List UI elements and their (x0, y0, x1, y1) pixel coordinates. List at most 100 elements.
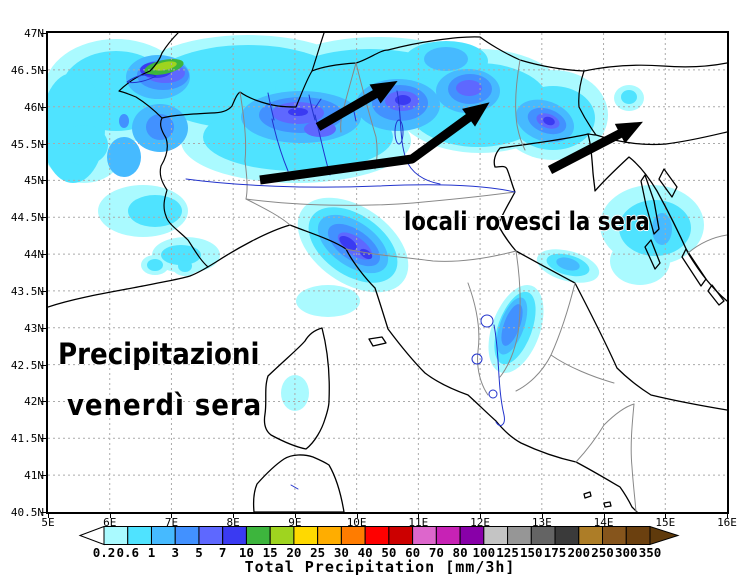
island-pag (681, 248, 707, 287)
lon-tick (294, 514, 296, 518)
lat-tick (41, 143, 46, 145)
colorbar-cell (483, 526, 509, 545)
lat-label: 44.5N (10, 211, 44, 225)
precip-blob-1 (652, 213, 672, 245)
lat-label: 44N (24, 248, 44, 262)
lat-label: 45N (24, 174, 44, 188)
precip-blob-0.6 (60, 125, 108, 165)
map-canvas (48, 33, 727, 512)
colorbar-cell (174, 526, 200, 545)
lake-geneva (126, 74, 157, 84)
precip-blob-7 (395, 95, 411, 105)
precip-blob-1 (424, 47, 468, 71)
colorbar-cell (150, 526, 176, 545)
lat-label: 41N (24, 469, 44, 483)
lon-label: 13E (531, 516, 552, 529)
precip-blob-0.2 (296, 285, 360, 317)
island-losinj (644, 239, 661, 270)
lon-tick (109, 514, 111, 518)
island-corsica (263, 327, 330, 450)
colorbar-value: 300 (615, 545, 638, 560)
colorbar-cell (222, 526, 247, 545)
precip-blob-0.6 (621, 90, 637, 104)
lat-label: 40.5N (10, 506, 44, 519)
colorbar-cell (578, 526, 604, 545)
colorbar-value: 40 (358, 545, 373, 560)
colorbar-value: 350 (639, 545, 662, 560)
border-austria-slovenia (583, 62, 727, 72)
lon-tick (356, 514, 358, 518)
colorbar-value: 50 (381, 545, 396, 560)
island-cres (640, 174, 660, 235)
lat-tick (41, 512, 46, 513)
lon-tick (480, 514, 482, 518)
regional-borders (239, 59, 727, 512)
colorbar-cell (530, 526, 556, 545)
colorbar-cell (602, 526, 627, 545)
colorbar-cell (435, 526, 461, 545)
colorbar-title: Total Precipitation [mm/3h] (244, 558, 516, 576)
border-austria-italy (387, 36, 585, 72)
colorbar-cell (317, 526, 342, 545)
lat-label: 43.5N (10, 284, 44, 298)
precip-blob-5 (456, 80, 482, 96)
precip-blob-15 (153, 61, 177, 71)
colorbar-cell (625, 526, 651, 545)
lat-label: 42N (24, 395, 44, 409)
colorbar-value: 1 (148, 545, 156, 560)
colorbar-cell (507, 526, 532, 545)
annotation-arrows (259, 80, 643, 185)
colorbar-value: 150 (520, 545, 543, 560)
lat-label: 46.5N (10, 63, 44, 77)
trend-arrow (547, 126, 630, 174)
colorbar-cell (412, 526, 437, 545)
lon-label: 9E (288, 516, 302, 529)
trend-arrow-head (462, 102, 490, 127)
colorbar-cell (364, 526, 390, 545)
lake-bolsena (471, 353, 483, 365)
lat-label: 43N (24, 321, 44, 335)
colorbar-cell (245, 526, 271, 545)
precip-blob-1 (107, 137, 141, 177)
colorbar-value: 7 (219, 545, 227, 560)
lake-trasimeno (480, 314, 494, 328)
colorbar-cell (127, 526, 152, 545)
island-small-adriatic (707, 284, 725, 306)
colorbar-value: 10 (239, 545, 254, 560)
lake-maggiore (267, 92, 275, 121)
map-caption: Precipitazioni venerdì sera (58, 329, 262, 431)
lon-label: 14E (593, 516, 614, 529)
precipitation-colorbar: 0.2 0.6 1 3 5 7 10 15 20 25 30 40 50 60 70 80 100 125 150 1… (78, 525, 680, 560)
trend-arrow-head (369, 80, 398, 104)
lat-tick (41, 475, 46, 477)
border-france-italy (159, 117, 209, 268)
colorbar-value: 0.6 (116, 545, 139, 560)
caption-line-1: Precipitazioni (58, 337, 260, 371)
colorbar-value: 200 (567, 545, 590, 560)
island-ischia (583, 491, 592, 499)
colorbar-value: 125 (496, 545, 519, 560)
lon-tick (418, 514, 420, 518)
colorbar-overflow-arrow (649, 525, 680, 546)
colorbar-cell (388, 526, 414, 545)
colorbar-value: 25 (310, 545, 325, 560)
lake-como (308, 94, 322, 121)
colorbar-value: 30 (334, 545, 349, 560)
colorbar-value: 20 (286, 545, 301, 560)
island-capri (603, 501, 612, 508)
lon-label: 5E (41, 516, 55, 529)
colorbar-cell (459, 526, 485, 545)
precip-blob-3 (146, 114, 174, 140)
border-swiss-west (118, 33, 179, 119)
colorbar-value: 3 (171, 545, 179, 560)
border-slovenia-italy (578, 70, 597, 136)
border-swiss-south (161, 49, 389, 119)
lon-tick (171, 514, 173, 518)
lat-tick (41, 217, 46, 219)
precip-blob-0.6 (178, 260, 192, 272)
lat-tick (41, 401, 46, 403)
lat-label: 41.5N (10, 432, 44, 446)
lon-tick (665, 514, 667, 518)
border-swiss-east (311, 33, 325, 72)
grid-lines (48, 33, 727, 512)
